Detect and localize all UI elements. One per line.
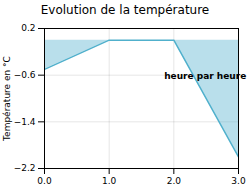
svg-text:3.0: 3.0 (231, 176, 246, 186)
svg-text:2.0: 2.0 (167, 176, 182, 186)
svg-text:0.0: 0.0 (37, 176, 52, 186)
svg-text:1.0: 1.0 (102, 176, 117, 186)
svg-text:−0.6: −0.6 (14, 70, 36, 80)
svg-text:heure par heure: heure par heure (164, 71, 246, 81)
html-text:Evolution de la température: Evolution de la température (40, 3, 210, 17)
svg-text:−2.2: −2.2 (14, 163, 36, 173)
svg-text:Température en °C: Température en °C (2, 56, 12, 142)
svg-text:0.2: 0.2 (21, 23, 35, 33)
svg-text:−1.4: −1.4 (14, 117, 36, 127)
